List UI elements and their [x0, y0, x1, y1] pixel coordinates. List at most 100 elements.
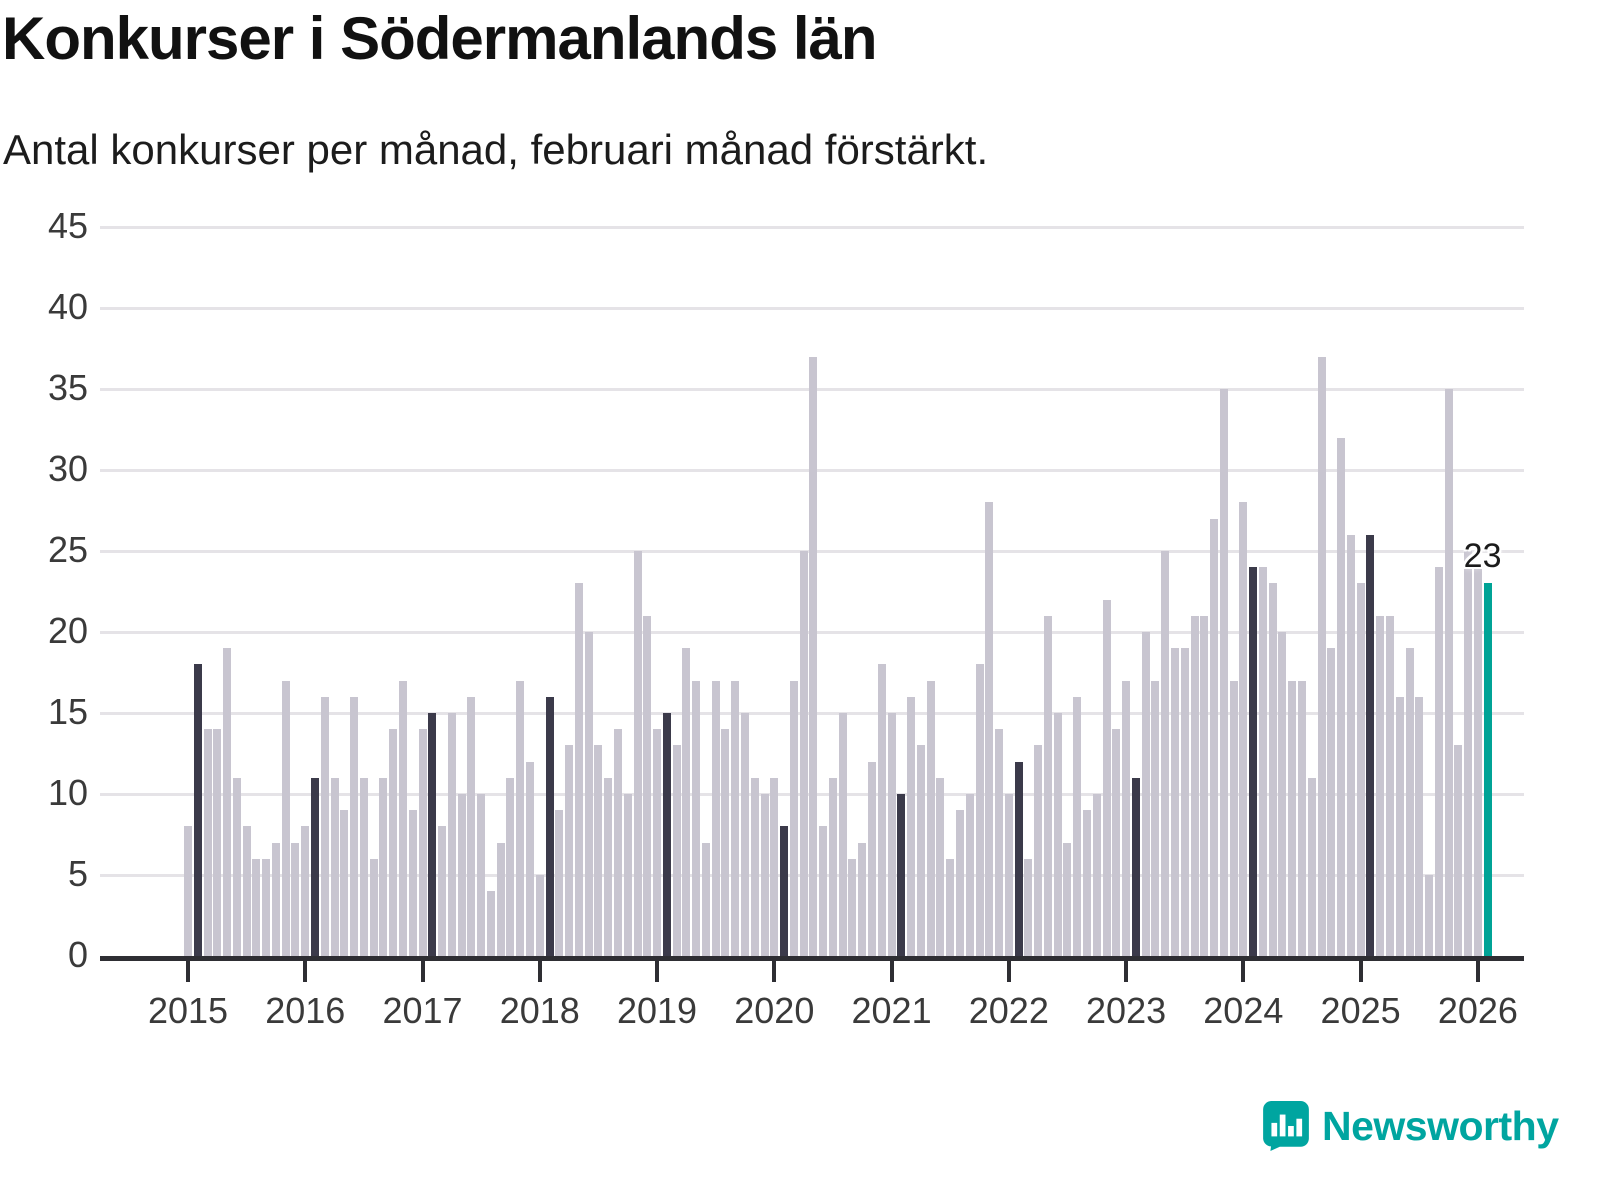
bar-2024-06[interactable]: [1288, 680, 1297, 956]
bar-2022-02[interactable]: [1014, 761, 1023, 956]
bar-2017-07[interactable]: [477, 794, 486, 956]
bar-2024-07[interactable]: [1298, 680, 1306, 956]
bar-2024-03[interactable]: [1258, 567, 1267, 956]
bar-2024-04[interactable]: [1268, 583, 1277, 956]
bar-2018-02[interactable]: [545, 696, 554, 956]
bar-2016-12[interactable]: [408, 810, 417, 956]
bar-2021-06[interactable]: [936, 777, 945, 956]
bar-2015-07[interactable]: [242, 826, 251, 956]
bar-2023-11[interactable]: [1219, 389, 1228, 956]
bar-2025-03[interactable]: [1376, 615, 1385, 956]
bar-2015-10[interactable]: [271, 842, 280, 956]
bar-2023-12[interactable]: [1229, 680, 1238, 956]
bar-2022-08[interactable]: [1073, 696, 1082, 956]
bar-2020-02[interactable]: [780, 826, 789, 956]
bar-2017-08[interactable]: [486, 891, 495, 956]
bar-2020-07[interactable]: [828, 777, 837, 956]
bar-2023-08[interactable]: [1190, 615, 1199, 956]
bar-2025-06[interactable]: [1405, 648, 1414, 956]
bar-2016-09[interactable]: [379, 777, 388, 956]
bar-2022-10[interactable]: [1092, 794, 1101, 956]
bar-2020-10[interactable]: [858, 842, 867, 956]
bar-2021-12[interactable]: [995, 729, 1004, 956]
bar-2018-04[interactable]: [565, 745, 574, 956]
bar-2019-07[interactable]: [711, 680, 720, 956]
bar-2025-11[interactable]: [1454, 745, 1463, 956]
bar-2021-02[interactable]: [897, 794, 906, 956]
bar-2016-10[interactable]: [389, 729, 398, 956]
bar-2021-03[interactable]: [907, 696, 916, 956]
bar-2020-04[interactable]: [799, 551, 808, 956]
bar-2015-09[interactable]: [262, 858, 271, 956]
bar-2019-10[interactable]: [741, 713, 749, 956]
bar-2022-03[interactable]: [1024, 858, 1033, 956]
bar-2017-06[interactable]: [467, 696, 476, 956]
bar-2019-05[interactable]: [692, 680, 701, 956]
bar-2017-05[interactable]: [457, 794, 466, 956]
bar-2026-01[interactable]: [1473, 567, 1482, 956]
newsworthy-logo[interactable]: Newsworthy: [1262, 1100, 1559, 1152]
bar-2015-05[interactable]: [223, 648, 232, 956]
bar-2018-11[interactable]: [633, 551, 642, 956]
bar-2016-06[interactable]: [350, 696, 359, 956]
bar-2017-09[interactable]: [496, 842, 505, 956]
bar-2018-03[interactable]: [555, 810, 564, 956]
bar-2024-05[interactable]: [1278, 632, 1287, 956]
bar-2021-11[interactable]: [985, 502, 994, 956]
bar-2022-11[interactable]: [1102, 599, 1111, 956]
bar-2024-01[interactable]: [1239, 502, 1248, 956]
bar-2017-10[interactable]: [506, 777, 515, 956]
bar-2025-05[interactable]: [1395, 696, 1404, 956]
bar-2016-05[interactable]: [340, 810, 349, 956]
bar-2023-02[interactable]: [1131, 777, 1140, 956]
bar-2023-06[interactable]: [1170, 648, 1179, 956]
bar-2016-11[interactable]: [398, 680, 407, 956]
bar-2019-01[interactable]: [653, 729, 662, 956]
bar-2022-12[interactable]: [1112, 729, 1121, 956]
bar-2018-01[interactable]: [535, 875, 544, 956]
bar-2019-02[interactable]: [662, 713, 671, 956]
bar-2019-11[interactable]: [750, 777, 759, 956]
bar-2021-04[interactable]: [916, 745, 925, 956]
bar-2024-12[interactable]: [1346, 534, 1355, 956]
bar-2018-06[interactable]: [584, 632, 593, 956]
bar-2020-05[interactable]: [809, 356, 818, 956]
bar-2023-03[interactable]: [1141, 632, 1150, 956]
bar-2022-01[interactable]: [1004, 794, 1013, 956]
bar-2023-05[interactable]: [1161, 551, 1170, 956]
bar-2018-09[interactable]: [613, 729, 622, 956]
bar-2021-10[interactable]: [975, 664, 984, 956]
bar-2017-12[interactable]: [526, 761, 535, 956]
bar-2023-10[interactable]: [1210, 518, 1219, 956]
bar-2016-07[interactable]: [359, 777, 368, 956]
bar-2016-04[interactable]: [330, 777, 339, 956]
bar-2025-09[interactable]: [1434, 567, 1443, 956]
bar-2018-08[interactable]: [604, 777, 613, 956]
bar-2021-07[interactable]: [946, 858, 955, 956]
bar-2015-02[interactable]: [193, 664, 202, 956]
bar-2015-04[interactable]: [213, 729, 222, 956]
bar-2015-12[interactable]: [291, 842, 300, 956]
bar-2025-02[interactable]: [1366, 534, 1375, 956]
bar-2023-09[interactable]: [1200, 615, 1209, 956]
bar-2026-02[interactable]: [1483, 583, 1492, 956]
bar-2023-01[interactable]: [1122, 680, 1131, 956]
bar-2023-04[interactable]: [1151, 680, 1160, 956]
bar-2018-12[interactable]: [643, 615, 652, 956]
bar-2025-12[interactable]: [1464, 551, 1473, 956]
bar-2018-05[interactable]: [574, 583, 583, 956]
bar-2019-12[interactable]: [760, 794, 769, 956]
bar-2020-09[interactable]: [848, 858, 857, 956]
bar-2017-04[interactable]: [447, 713, 456, 956]
bar-2018-07[interactable]: [594, 745, 603, 956]
bar-2020-12[interactable]: [877, 664, 886, 956]
bar-2017-03[interactable]: [438, 826, 447, 956]
bar-2021-05[interactable]: [926, 680, 935, 956]
bar-2017-01[interactable]: [418, 729, 427, 956]
bar-2021-01[interactable]: [887, 713, 896, 956]
bar-2020-11[interactable]: [868, 761, 877, 956]
bar-2025-08[interactable]: [1425, 875, 1434, 956]
bar-2025-01[interactable]: [1356, 583, 1365, 956]
bar-2017-11[interactable]: [516, 680, 525, 956]
bar-2016-02[interactable]: [311, 777, 320, 956]
